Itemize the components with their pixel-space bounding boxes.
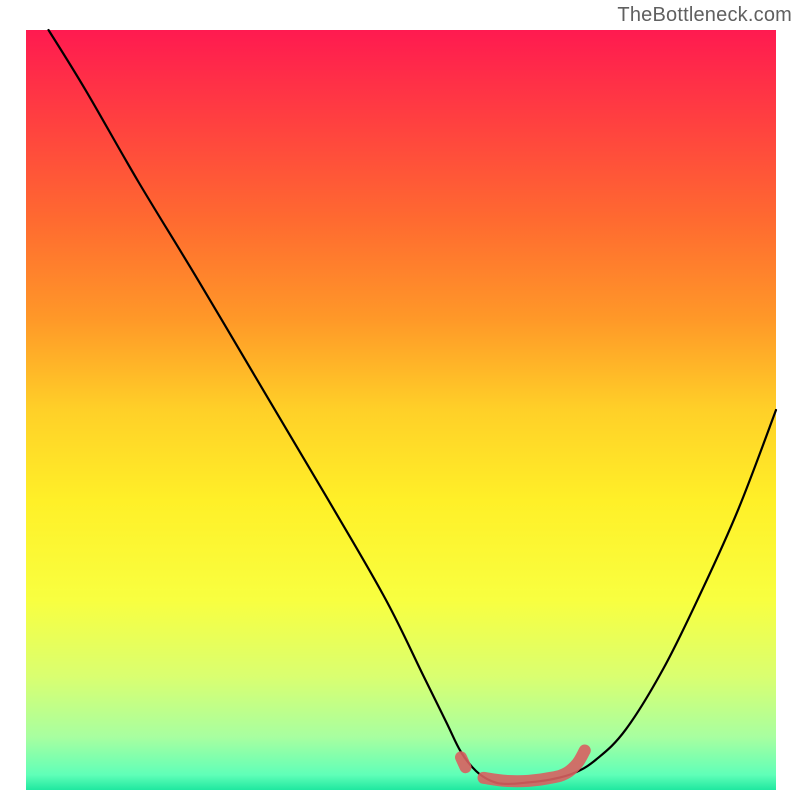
bottleneck-chart	[0, 0, 800, 800]
watermark-text: TheBottleneck.com	[617, 4, 792, 27]
gradient-background	[26, 30, 776, 790]
chart-container: TheBottleneck.com	[0, 0, 800, 800]
